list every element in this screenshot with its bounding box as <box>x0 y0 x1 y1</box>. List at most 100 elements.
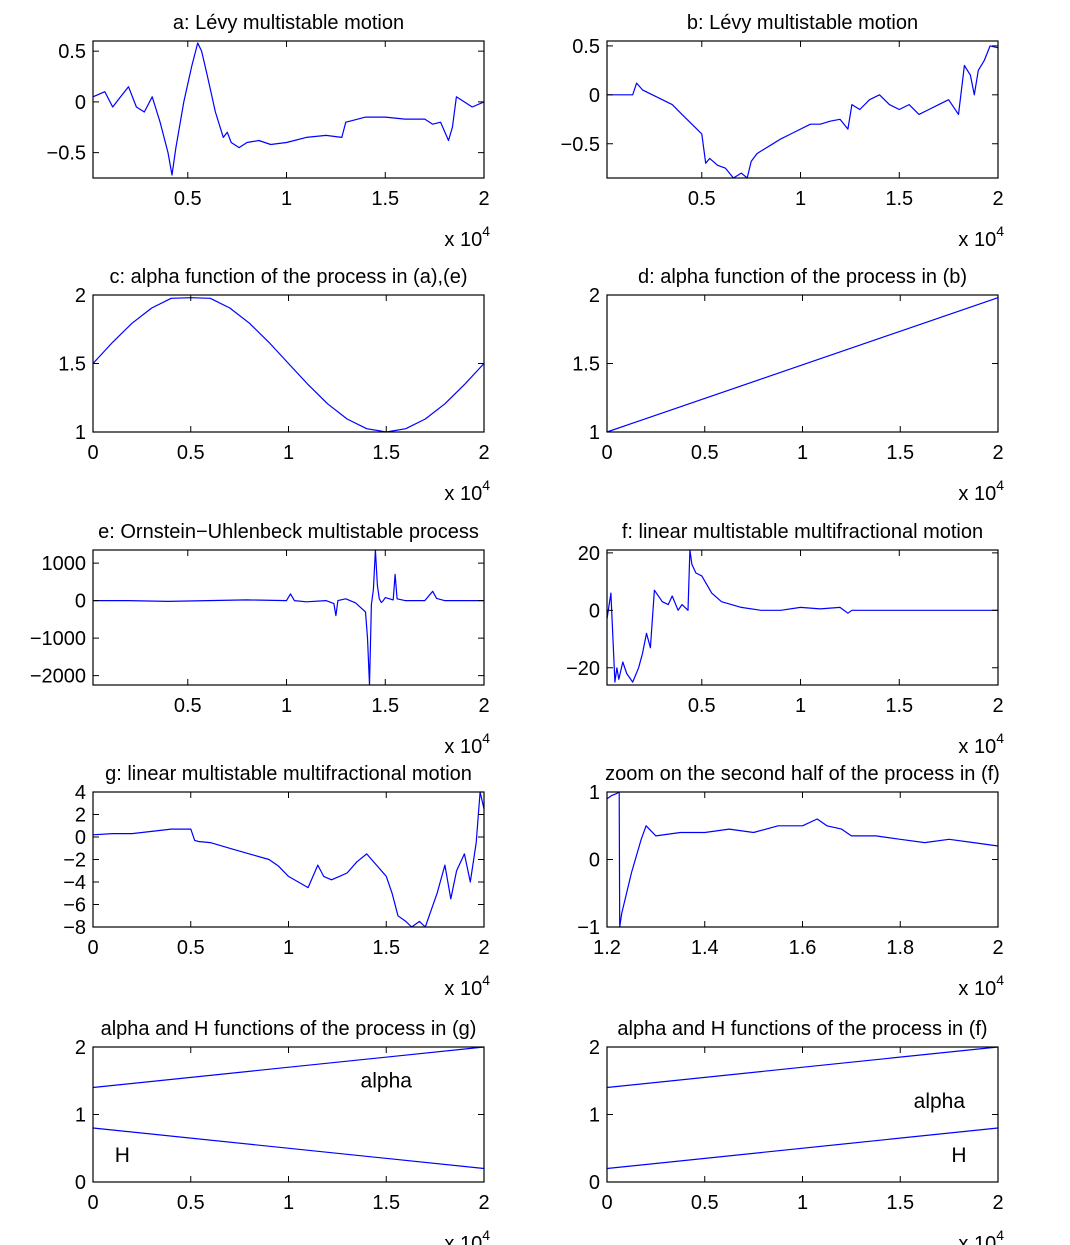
plot-frame <box>92 791 485 928</box>
y-tick-label: 0.5 <box>58 41 86 63</box>
panel-title: f: linear multistable multifractional mo… <box>622 521 983 543</box>
y-tick-label: 1 <box>75 422 86 444</box>
multiplier-base: x 10 <box>958 229 996 251</box>
x-tick-label: 0.5 <box>691 1192 719 1214</box>
panel-title: g: linear multistable multifractional mo… <box>105 763 472 785</box>
x-tick-label: 1.4 <box>691 937 719 959</box>
series-line-1 <box>606 1046 999 1089</box>
panel-f: f: linear multistable multifractional mo… <box>566 521 1004 758</box>
multiplier-base: x 10 <box>958 736 996 758</box>
x-tick-label: 0 <box>601 442 612 464</box>
x-tick-label: 1.5 <box>886 442 914 464</box>
x-tick-label: 1 <box>281 188 292 210</box>
panel-title: c: alpha function of the process in (a),… <box>110 266 468 288</box>
y-tick-label: −20 <box>566 658 600 680</box>
x-tick-label: 0.5 <box>174 188 202 210</box>
x-axis-multiplier: x 104 <box>958 223 1004 251</box>
x-tick-label: 1.5 <box>371 695 399 717</box>
y-tick-label: −1000 <box>30 628 86 650</box>
x-axis-multiplier: x 104 <box>444 223 490 251</box>
series-line-1 <box>606 297 999 433</box>
y-tick-label: −6 <box>63 895 86 917</box>
y-tick-label: 0 <box>589 600 600 622</box>
x-tick-label: 1 <box>283 937 294 959</box>
x-tick-label: 0.5 <box>691 442 719 464</box>
x-tick-label: 0 <box>87 1192 98 1214</box>
x-tick-label: 1.5 <box>372 937 400 959</box>
x-axis-multiplier: x 104 <box>958 477 1004 505</box>
y-tick-label: 0 <box>75 827 86 849</box>
x-tick-label: 0.5 <box>688 695 716 717</box>
panel-title: zoom on the second half of the process i… <box>605 763 1000 785</box>
x-tick-label: 1 <box>281 695 292 717</box>
x-tick-label: 1.2 <box>593 937 621 959</box>
x-tick-label: 1 <box>795 188 806 210</box>
annotation-alpha: alpha <box>914 1090 966 1113</box>
multiplier-exponent: 4 <box>482 477 490 493</box>
x-tick-label: 1 <box>795 695 806 717</box>
y-tick-label: −4 <box>63 872 86 894</box>
x-tick-label: 1.5 <box>885 695 913 717</box>
y-tick-label: 0 <box>589 1172 600 1194</box>
y-tick-label: −0.5 <box>47 143 86 165</box>
y-tick-label: 2 <box>75 805 86 827</box>
plot-frame <box>606 791 999 928</box>
panel-title: alpha and H functions of the process in … <box>101 1018 477 1040</box>
x-axis-multiplier: x 104 <box>958 972 1004 1000</box>
y-tick-label: 1 <box>75 1105 86 1127</box>
panel-e: e: Ornstein−Uhlenbeck multistable proces… <box>30 521 490 758</box>
multiplier-base: x 10 <box>444 978 482 1000</box>
multiplier-base: x 10 <box>444 229 482 251</box>
multiplier-exponent: 4 <box>996 1227 1004 1243</box>
y-tick-label: 20 <box>578 543 600 565</box>
panel-title: alpha and H functions of the process in … <box>617 1018 987 1040</box>
y-tick-label: −1 <box>577 917 600 939</box>
y-tick-label: 1.5 <box>572 354 600 376</box>
x-tick-label: 1 <box>283 1192 294 1214</box>
panel-h_left: alpha and H functions of the process in … <box>75 1018 490 1245</box>
panel-title: b: Lévy multistable motion <box>687 12 918 34</box>
x-tick-label: 2 <box>992 937 1003 959</box>
y-tick-label: 1 <box>589 1105 600 1127</box>
series-line-1 <box>92 791 485 928</box>
x-axis-multiplier: x 104 <box>444 477 490 505</box>
panel-title: e: Ornstein−Uhlenbeck multistable proces… <box>98 521 479 543</box>
x-axis-multiplier: x 104 <box>444 1227 490 1245</box>
y-tick-label: −2 <box>63 850 86 872</box>
y-tick-label: 1.5 <box>58 354 86 376</box>
x-tick-label: 0.5 <box>177 937 205 959</box>
x-tick-label: 0.5 <box>177 442 205 464</box>
panel-a: a: Lévy multistable motion 0.5 1 1.5 2 0.5 0 −0… <box>47 12 491 251</box>
x-tick-label: 1.5 <box>372 1192 400 1214</box>
y-tick-label: 1 <box>589 422 600 444</box>
multiplier-base: x 10 <box>444 1233 482 1245</box>
multiplier-exponent: 4 <box>996 223 1004 239</box>
x-tick-label: 1.5 <box>886 1192 914 1214</box>
x-tick-label: 1 <box>797 1192 808 1214</box>
x-tick-label: 2 <box>992 188 1003 210</box>
annotation-h: H <box>115 1144 130 1167</box>
multiplier-base: x 10 <box>958 1233 996 1245</box>
series-line-1 <box>92 1046 485 1089</box>
x-tick-label: 2 <box>992 1192 1003 1214</box>
x-tick-label: 2 <box>478 1192 489 1214</box>
multiplier-exponent: 4 <box>996 972 1004 988</box>
x-tick-label: 2 <box>478 937 489 959</box>
x-tick-label: 2 <box>992 695 1003 717</box>
panel-b: b: Lévy multistable motion 0.5 1 1.5 2 0.5 0 −0… <box>561 12 1005 251</box>
series-line-1 <box>92 42 485 176</box>
panel-h_right: alpha and H functions of the process in … <box>589 1018 1004 1245</box>
x-tick-label: 2 <box>478 188 489 210</box>
x-axis-multiplier: x 104 <box>444 730 490 758</box>
x-tick-label: 1.6 <box>789 937 817 959</box>
x-axis-multiplier: x 104 <box>958 730 1004 758</box>
series-line-1 <box>607 45 999 179</box>
y-tick-label: 0 <box>75 1172 86 1194</box>
multiplier-exponent: 4 <box>996 730 1004 746</box>
annotation-alpha: alpha <box>361 1070 413 1093</box>
x-tick-label: 1.5 <box>371 188 399 210</box>
multiplier-base: x 10 <box>958 483 996 505</box>
multiplier-base: x 10 <box>958 978 996 1000</box>
y-tick-label: 0 <box>589 850 600 872</box>
